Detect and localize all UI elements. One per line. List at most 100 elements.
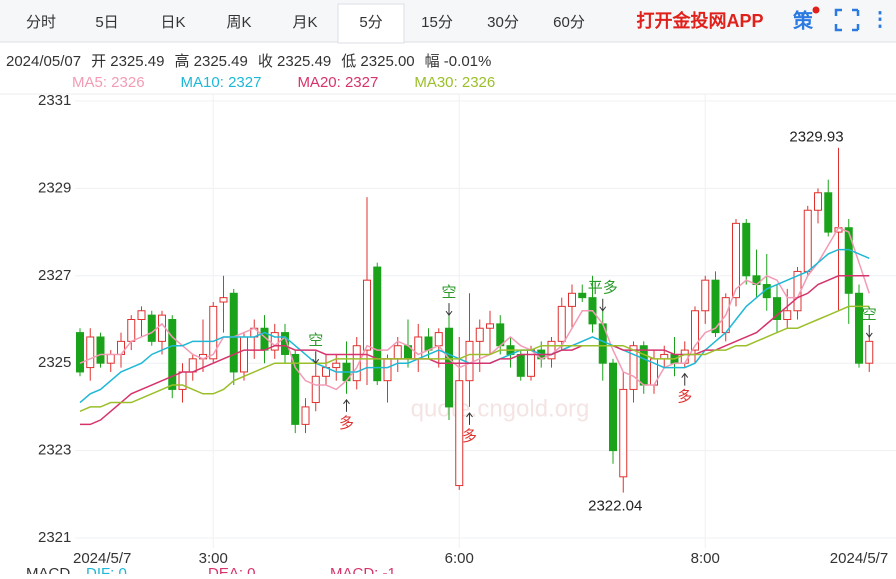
signal-arrow — [466, 412, 473, 425]
tab[interactable]: 5分 — [359, 14, 382, 31]
candle-body — [619, 388, 628, 478]
candle-body — [609, 362, 617, 452]
max-label: 2329.93 — [789, 129, 843, 146]
candle-body — [496, 323, 505, 347]
candle-body — [516, 353, 525, 377]
app-link[interactable]: 打开金投网APP — [636, 10, 763, 31]
signal-arrow — [681, 372, 689, 386]
candle-body — [137, 310, 146, 321]
candle-body — [270, 332, 279, 351]
fullscreen-icon[interactable] — [834, 8, 860, 32]
candle-body — [434, 332, 443, 347]
candle-body — [865, 340, 874, 364]
tab[interactable]: 5日 — [95, 14, 118, 31]
signal-label: 多 — [339, 415, 354, 432]
candle-body — [711, 279, 720, 334]
macd-label: MACD: -1 — [330, 565, 396, 574]
candle-body — [547, 340, 556, 360]
candle-body — [158, 314, 166, 342]
quote-item: 收 2325.49 — [258, 53, 331, 70]
candle-body — [424, 336, 433, 351]
badge — [812, 6, 820, 14]
legend-entry: MA20: 2327 — [297, 74, 378, 91]
tab[interactable]: 月K — [292, 14, 317, 31]
quote-item: 低 2325.00 — [341, 53, 414, 70]
signal-arrow — [865, 324, 873, 338]
macd-label: DIF: 0 — [86, 565, 127, 574]
candle-body — [373, 266, 382, 382]
ma-line — [79, 226, 870, 391]
quote-item: 幅 -0.01% — [425, 53, 492, 70]
legend-entry: MA5: 2326 — [72, 74, 145, 91]
ma-line — [79, 305, 870, 412]
x-tick-label: 3:00 — [199, 550, 228, 567]
tab[interactable]: 周K — [226, 14, 251, 31]
candle-body — [127, 319, 136, 342]
candle-body — [701, 279, 710, 312]
tab[interactable]: 15分 — [421, 14, 453, 31]
candle-body — [557, 305, 566, 342]
candle-body — [209, 305, 218, 360]
candle-body — [445, 327, 453, 408]
candle-body — [691, 310, 699, 351]
candle-body — [732, 222, 740, 299]
y-tick-label: 2323 — [38, 442, 71, 459]
candle-body — [301, 406, 310, 425]
y-tick-label: 2327 — [38, 267, 71, 284]
candle-body — [465, 340, 474, 382]
signal-arrow — [312, 351, 320, 365]
candle-body — [486, 323, 494, 329]
x-tick-label: 6:00 — [445, 550, 474, 567]
candle-body — [568, 292, 576, 307]
candle-body — [475, 327, 484, 342]
candle-body — [773, 297, 781, 320]
candle-body — [844, 227, 853, 294]
x-tick-label: 2024/5/7 — [830, 550, 888, 567]
y-tick-label: 2329 — [38, 179, 71, 196]
candle-body — [814, 192, 822, 211]
candle-body — [352, 345, 361, 382]
signal-label: 空 — [308, 332, 323, 349]
candle-body — [229, 292, 238, 373]
x-tick-label: 2024/5/7 — [73, 550, 131, 567]
x-tick-label: 8:00 — [691, 550, 720, 567]
candle-body — [311, 375, 320, 404]
candle-body — [76, 332, 84, 373]
quote-item: 开 2325.49 — [91, 53, 164, 70]
y-tick-label: 2325 — [38, 354, 71, 371]
tab[interactable]: 日K — [160, 14, 185, 31]
toolbar — [0, 0, 896, 42]
quote-item: 2024/05/07 — [6, 53, 81, 70]
candle-body — [639, 345, 648, 386]
candle-body — [855, 292, 863, 364]
signal-label: 多 — [462, 428, 477, 445]
candle-body — [291, 353, 300, 425]
y-tick-label: 2321 — [38, 529, 71, 546]
min-label: 2322.04 — [588, 498, 642, 515]
candle-body — [455, 380, 464, 487]
legend-entry: MA10: 2327 — [181, 74, 262, 91]
candle-body — [383, 358, 392, 382]
ma-line — [79, 248, 870, 404]
tab[interactable]: 30分 — [487, 14, 519, 31]
candle-body — [281, 332, 289, 355]
active-tab — [337, 3, 405, 44]
legend-entry: MA30: 2326 — [414, 74, 495, 91]
candle-body — [106, 353, 115, 364]
candle-body — [86, 336, 95, 369]
candle-body — [578, 292, 587, 299]
y-tick-label: 2331 — [38, 92, 71, 109]
tab[interactable]: 60分 — [553, 14, 585, 31]
candle-body — [414, 336, 423, 360]
candle-body — [824, 192, 833, 233]
candle-body — [147, 314, 156, 342]
watermark: quote.cngold.org — [411, 395, 590, 422]
candle-body — [332, 362, 341, 369]
signal-label: 平多 — [588, 280, 618, 297]
macd-label: DEA: 0 — [208, 565, 256, 574]
icon[interactable]: 策 — [793, 8, 814, 32]
candle-body — [680, 349, 689, 364]
candle-body — [219, 297, 228, 303]
signal-arrow — [343, 398, 350, 412]
tab[interactable]: 分时 — [26, 14, 56, 31]
